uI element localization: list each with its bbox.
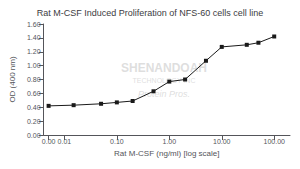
svg-text:1.00: 1.00 [162, 138, 176, 145]
svg-text:0.00: 0.00 [27, 132, 41, 139]
svg-text:1.00: 1.00 [27, 62, 41, 69]
svg-text:OD (400 nm): OD (400 nm) [8, 56, 17, 103]
svg-text:SHENANDOAH: SHENANDOAH [121, 61, 207, 75]
svg-text:0.60: 0.60 [27, 90, 41, 97]
svg-text:Rat M-CSF (ng/ml) [log scale]: Rat M-CSF (ng/ml) [log scale] [114, 149, 219, 158]
svg-text:0.00: 0.00 [42, 138, 56, 145]
svg-text:Protein Pros.: Protein Pros. [138, 89, 190, 99]
svg-text:1.40: 1.40 [27, 34, 41, 41]
svg-text:0.80: 0.80 [27, 76, 41, 83]
svg-text:0.10: 0.10 [110, 138, 124, 145]
svg-text:0.20: 0.20 [27, 118, 41, 125]
svg-text:0.40: 0.40 [27, 104, 41, 111]
svg-text:1.20: 1.20 [27, 48, 41, 55]
svg-text:Rat M-CSF Induced Proliferatio: Rat M-CSF Induced Proliferation of NFS-6… [37, 8, 264, 18]
svg-text:TECHNOLOGY INC: TECHNOLOGY INC [133, 77, 196, 84]
svg-text:0.01: 0.01 [58, 138, 72, 145]
svg-text:1.60: 1.60 [27, 21, 41, 28]
svg-text:100.00: 100.00 [263, 138, 285, 145]
svg-text:10.00: 10.00 [213, 138, 231, 145]
